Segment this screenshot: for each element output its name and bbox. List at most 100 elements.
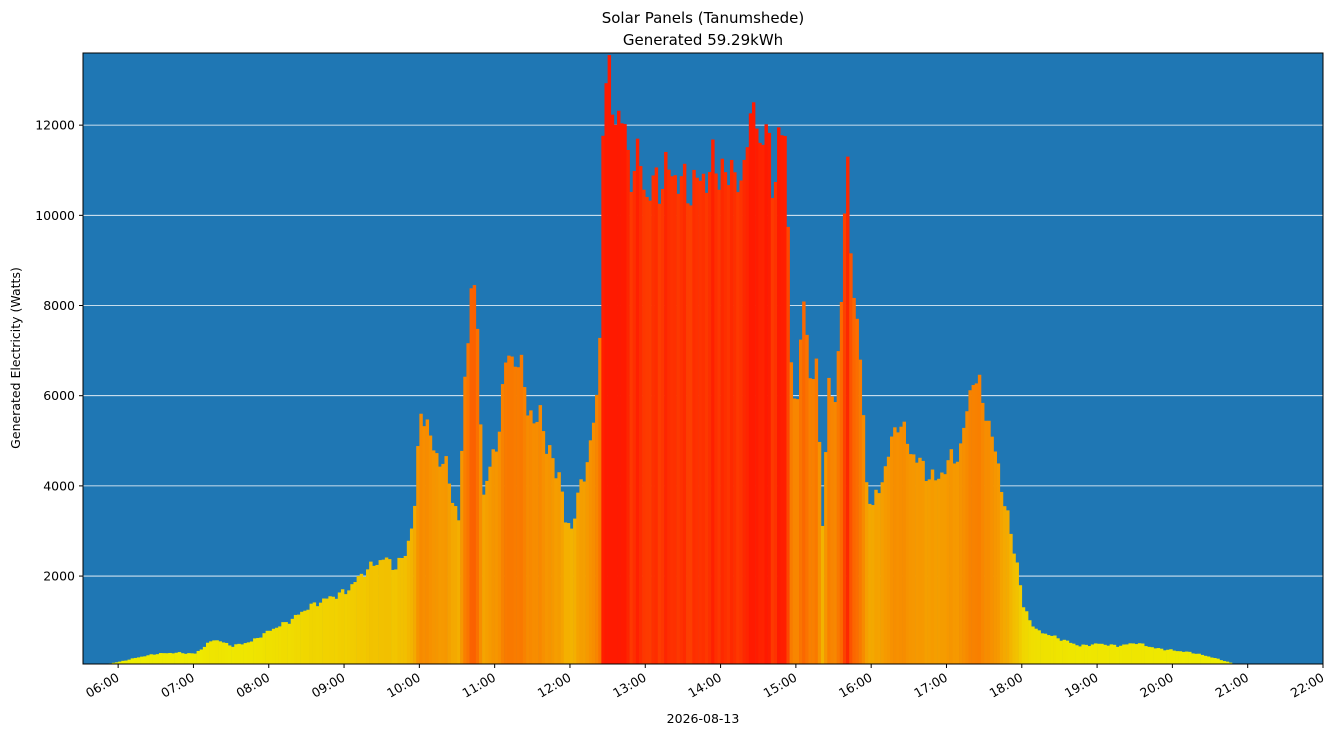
power-bar bbox=[237, 643, 241, 664]
power-bar bbox=[256, 637, 260, 664]
power-bar bbox=[416, 446, 420, 664]
power-bar bbox=[893, 427, 897, 664]
y-tick-label: 6000 bbox=[43, 388, 75, 403]
power-bar bbox=[215, 640, 219, 664]
power-bar bbox=[999, 491, 1004, 664]
power-bar bbox=[933, 480, 938, 664]
power-bar bbox=[199, 649, 204, 664]
power-bar bbox=[955, 461, 960, 664]
power-bar bbox=[193, 653, 197, 664]
power-bar bbox=[886, 456, 891, 664]
power-bar bbox=[328, 596, 332, 664]
power-bar bbox=[281, 622, 285, 664]
x-tick-label: 21:00 bbox=[1212, 670, 1251, 701]
power-bar bbox=[1097, 643, 1101, 664]
power-bar bbox=[322, 598, 326, 664]
power-bar bbox=[475, 328, 480, 664]
power-bar bbox=[588, 440, 593, 664]
power-bar bbox=[927, 479, 932, 664]
power-bar bbox=[488, 466, 492, 664]
power-bar bbox=[924, 481, 928, 664]
power-bar bbox=[937, 478, 941, 664]
power-bar bbox=[1137, 643, 1142, 664]
power-bar bbox=[353, 582, 357, 664]
power-bar bbox=[231, 646, 235, 664]
power-bar bbox=[1093, 643, 1098, 664]
power-bar bbox=[1131, 643, 1136, 664]
power-bar bbox=[1153, 648, 1158, 664]
power-bar bbox=[513, 366, 517, 664]
power-bar bbox=[595, 394, 599, 664]
power-bar bbox=[573, 518, 577, 664]
power-bar bbox=[733, 172, 737, 665]
power-bar bbox=[268, 630, 273, 664]
power-bar bbox=[347, 590, 351, 664]
power-bar bbox=[1162, 650, 1167, 664]
y-axis-label: Generated Electricity (Watts) bbox=[8, 267, 23, 449]
power-bar bbox=[814, 358, 819, 664]
power-bar bbox=[811, 378, 816, 664]
power-bar bbox=[660, 188, 665, 665]
power-bar bbox=[1043, 633, 1048, 664]
power-bar bbox=[312, 602, 317, 664]
power-bar bbox=[425, 419, 430, 664]
power-bar bbox=[234, 644, 238, 664]
power-bar bbox=[413, 505, 417, 664]
power-bar bbox=[792, 398, 797, 664]
power-bar bbox=[842, 213, 847, 664]
power-bar bbox=[579, 479, 583, 664]
power-bar bbox=[1021, 607, 1026, 664]
power-bar bbox=[617, 110, 621, 664]
power-bar bbox=[340, 589, 345, 664]
power-bar bbox=[541, 431, 546, 664]
power-bar bbox=[802, 301, 806, 664]
power-bar bbox=[1184, 651, 1189, 664]
power-bar bbox=[1087, 646, 1092, 664]
power-bar bbox=[799, 339, 803, 664]
power-bar bbox=[155, 654, 160, 664]
power-bar bbox=[1128, 643, 1132, 664]
power-bar bbox=[714, 173, 718, 665]
power-bar bbox=[667, 169, 671, 664]
power-bar bbox=[585, 462, 590, 664]
power-bar bbox=[472, 285, 477, 664]
power-bar bbox=[403, 555, 408, 664]
power-bar bbox=[190, 653, 194, 664]
power-bar bbox=[453, 506, 458, 664]
power-bar bbox=[679, 176, 684, 664]
power-bar bbox=[300, 611, 304, 664]
power-bar bbox=[1216, 658, 1220, 664]
power-bar bbox=[140, 656, 144, 664]
power-bar bbox=[551, 458, 555, 664]
power-bar bbox=[915, 462, 919, 664]
power-bar bbox=[494, 451, 499, 664]
power-bar bbox=[824, 452, 828, 664]
power-bar bbox=[569, 528, 574, 664]
power-bar bbox=[538, 405, 543, 664]
power-bar bbox=[874, 489, 878, 664]
power-bar bbox=[686, 203, 690, 664]
power-bar bbox=[227, 645, 232, 664]
power-bar bbox=[959, 443, 963, 664]
power-bar bbox=[911, 454, 916, 664]
power-bar bbox=[246, 642, 251, 664]
power-bar bbox=[146, 655, 150, 664]
power-bar bbox=[883, 466, 888, 664]
power-bar bbox=[789, 362, 794, 664]
power-bar bbox=[968, 390, 972, 664]
power-bar bbox=[158, 653, 163, 664]
power-bar bbox=[1188, 651, 1192, 664]
power-bar bbox=[450, 502, 455, 664]
power-bar bbox=[218, 641, 222, 664]
power-bar bbox=[563, 522, 568, 664]
power-bar bbox=[623, 124, 627, 665]
power-bar bbox=[830, 396, 834, 664]
power-bar bbox=[249, 641, 254, 664]
power-bar bbox=[638, 166, 643, 664]
power-bar bbox=[202, 646, 207, 664]
power-bar bbox=[400, 557, 404, 664]
power-bar bbox=[115, 662, 119, 664]
chart-subtitle: Generated 59.29kWh bbox=[623, 31, 783, 49]
power-bar bbox=[306, 609, 310, 664]
power-bar bbox=[315, 606, 320, 664]
